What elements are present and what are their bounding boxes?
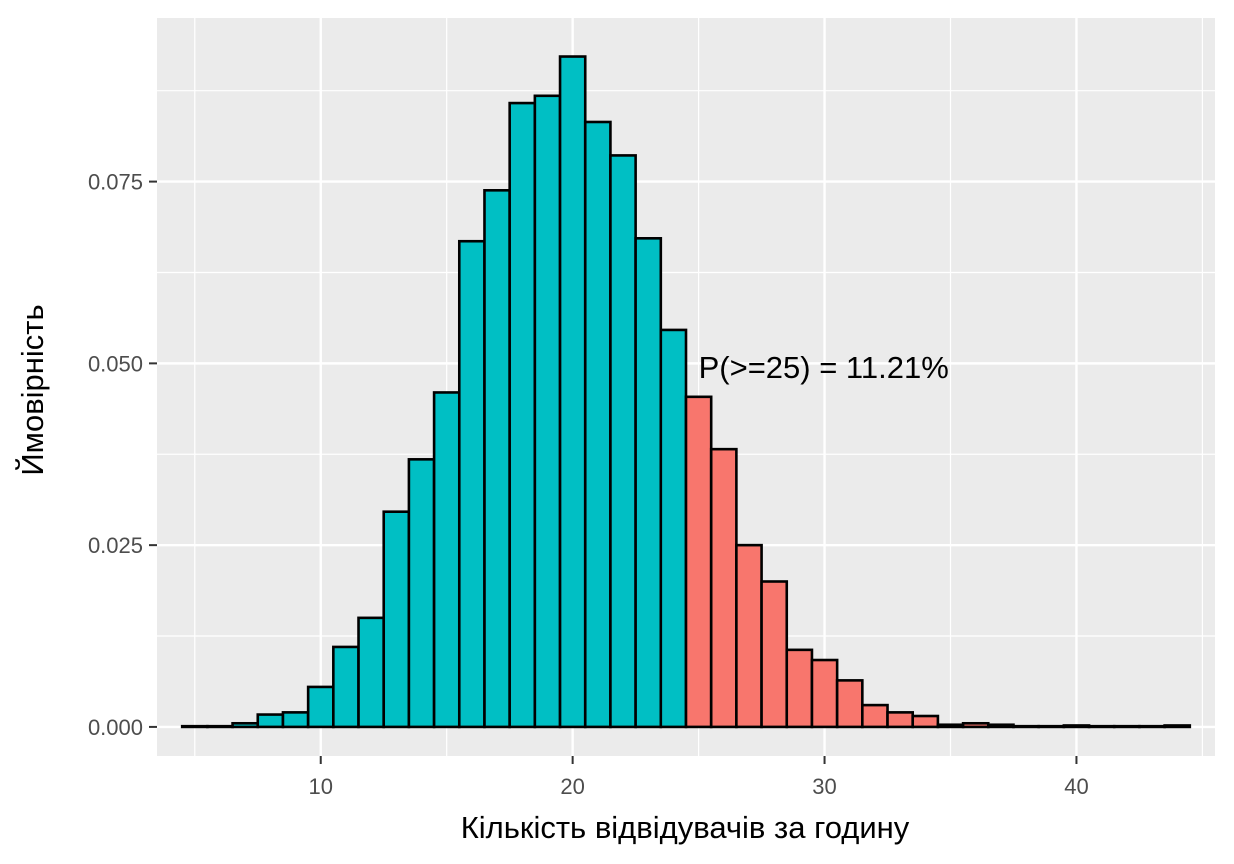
x-tick-label: 20 xyxy=(560,774,584,799)
y-axis: 0.000 0.025 0.050 0.075 xyxy=(88,170,157,740)
histogram-bar xyxy=(508,101,537,729)
y-tick-label: 0.075 xyxy=(88,170,143,195)
y-tick-label: 0.050 xyxy=(88,351,143,376)
y-tick-label: 0.025 xyxy=(88,533,143,558)
histogram-bar xyxy=(432,391,461,729)
histogram-bar xyxy=(180,724,209,729)
histogram-bar xyxy=(911,714,940,729)
histogram-bar xyxy=(533,94,562,729)
x-axis: 10 20 30 40 xyxy=(308,756,1089,799)
y-tick-label: 0.000 xyxy=(88,715,143,740)
histogram-bar xyxy=(709,447,738,729)
histogram-bar xyxy=(986,723,1015,729)
histogram-bar xyxy=(558,55,587,729)
histogram-bar xyxy=(382,510,411,729)
histogram-bar xyxy=(659,328,688,729)
histogram-bar xyxy=(936,723,965,729)
histogram-bars xyxy=(180,55,1192,729)
histogram-bar xyxy=(1087,724,1116,729)
histogram-bar xyxy=(231,721,260,729)
x-tick-label: 10 xyxy=(308,774,332,799)
histogram-bar xyxy=(407,458,436,729)
histogram-bar xyxy=(961,721,990,729)
histogram-bar xyxy=(256,713,285,729)
histogram-bar xyxy=(684,395,713,729)
histogram-bar xyxy=(1163,724,1192,729)
probability-annotation: P(>=25) = 11.21% xyxy=(699,350,949,385)
histogram-bar xyxy=(457,239,486,729)
histogram-bar xyxy=(861,703,889,729)
histogram-bar xyxy=(1112,724,1141,729)
histogram-bar xyxy=(281,711,310,729)
histogram-bar xyxy=(609,154,637,729)
y-axis-title: Ймовірність xyxy=(14,304,50,475)
histogram-bar xyxy=(785,648,814,729)
histogram-bar xyxy=(206,724,234,729)
x-tick-label: 40 xyxy=(1064,774,1088,799)
histogram-bar xyxy=(1012,724,1040,729)
histogram-bar xyxy=(760,580,789,729)
histogram-bar xyxy=(483,189,511,729)
histogram-bar xyxy=(735,543,763,729)
x-tick-label: 30 xyxy=(812,774,836,799)
histogram-bar xyxy=(1037,724,1066,729)
histogram-bar xyxy=(810,658,839,729)
histogram-bar xyxy=(1062,724,1091,729)
histogram-bar xyxy=(886,711,915,729)
histogram-bar xyxy=(357,616,386,729)
histogram-bar xyxy=(634,237,663,729)
histogram-bar xyxy=(1138,724,1166,729)
histogram-bar xyxy=(583,120,612,729)
histogram-bar xyxy=(332,645,360,729)
histogram-bar xyxy=(306,685,335,729)
histogram-bar xyxy=(835,679,864,729)
x-axis-title: Кількість відвідувачів за годину xyxy=(461,810,910,845)
